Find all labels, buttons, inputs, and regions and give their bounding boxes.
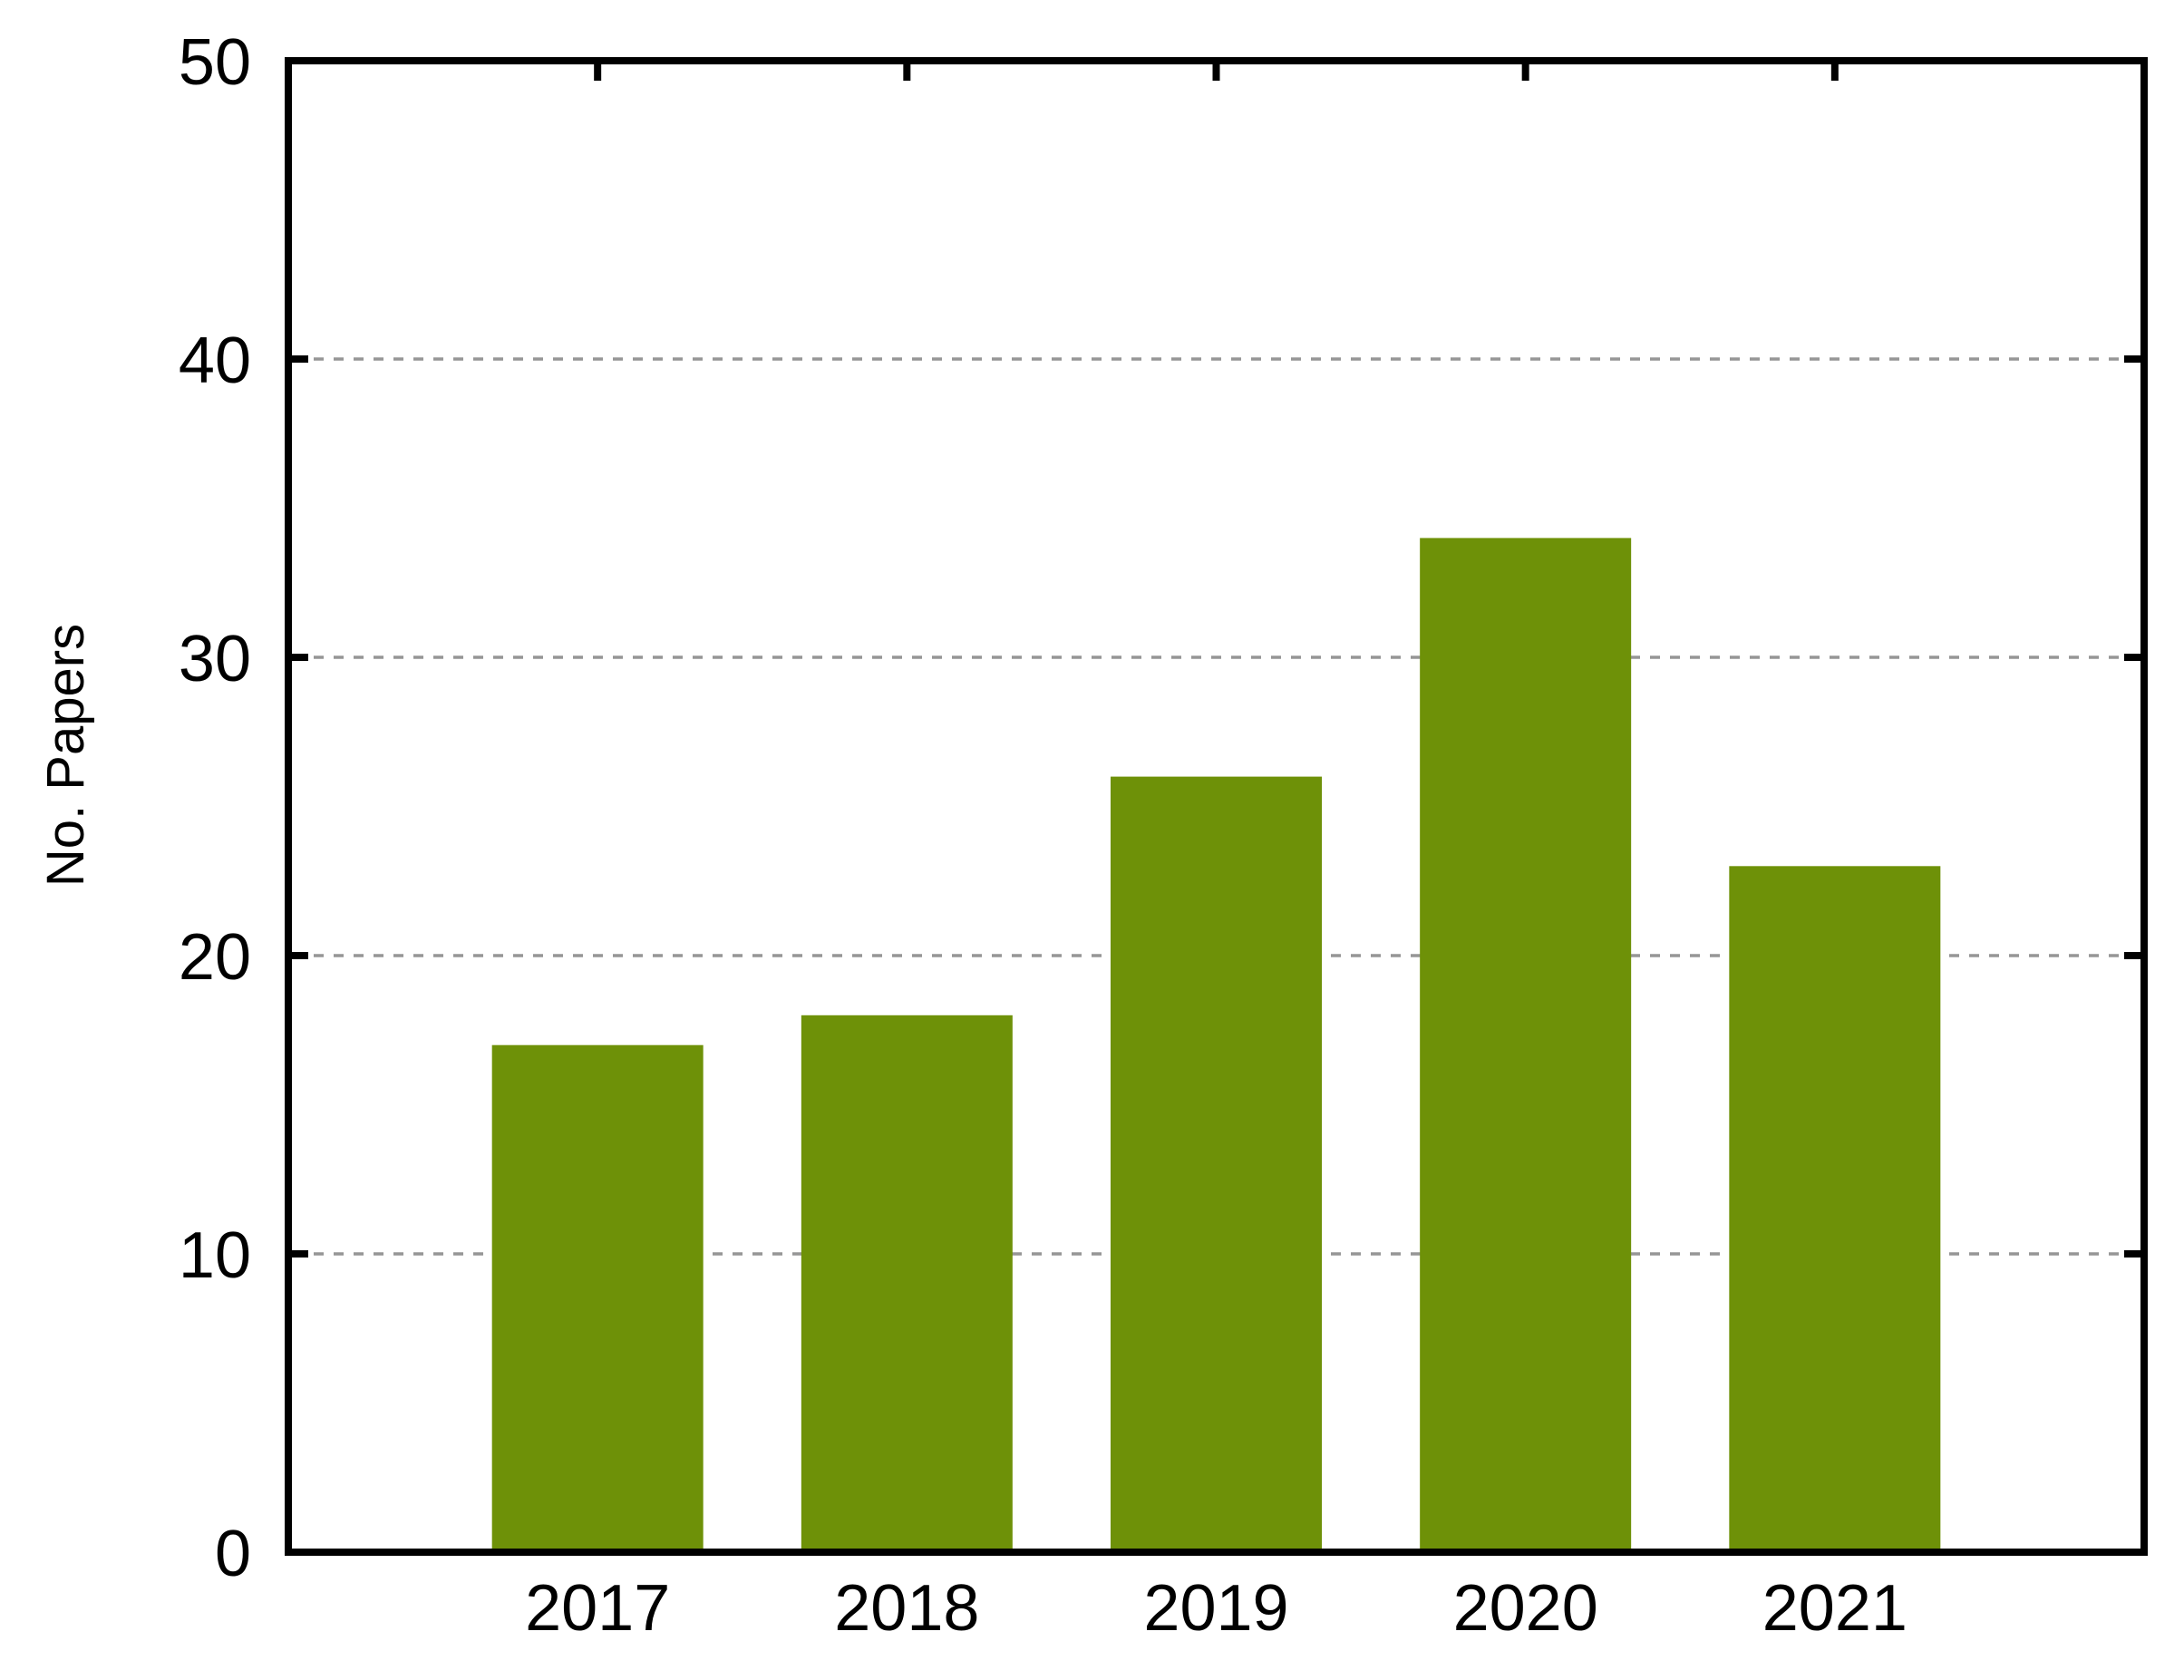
y-tick-label-30: 30 bbox=[179, 623, 251, 695]
bar-2021 bbox=[1729, 866, 1941, 1552]
y-tick-label-50: 50 bbox=[179, 26, 251, 99]
bar-2019 bbox=[1111, 776, 1322, 1552]
y-tick-label-40: 40 bbox=[179, 325, 251, 397]
y-tick-label-20: 20 bbox=[179, 921, 251, 994]
x-tick-label-2017: 2017 bbox=[525, 1572, 670, 1645]
x-tick-label-2021: 2021 bbox=[1762, 1572, 1907, 1645]
x-tick-label-2020: 2020 bbox=[1453, 1572, 1598, 1645]
y-tick-label-10: 10 bbox=[179, 1219, 251, 1292]
bar-2018 bbox=[801, 1015, 1013, 1552]
bar-2017 bbox=[491, 1044, 704, 1552]
x-tick-label-2018: 2018 bbox=[834, 1572, 979, 1645]
bar-2020 bbox=[1420, 538, 1632, 1552]
x-tick-label-2019: 2019 bbox=[1143, 1572, 1288, 1645]
y-axis-title: No. Papers bbox=[36, 624, 95, 887]
y-tick-label-0: 0 bbox=[215, 1518, 251, 1590]
